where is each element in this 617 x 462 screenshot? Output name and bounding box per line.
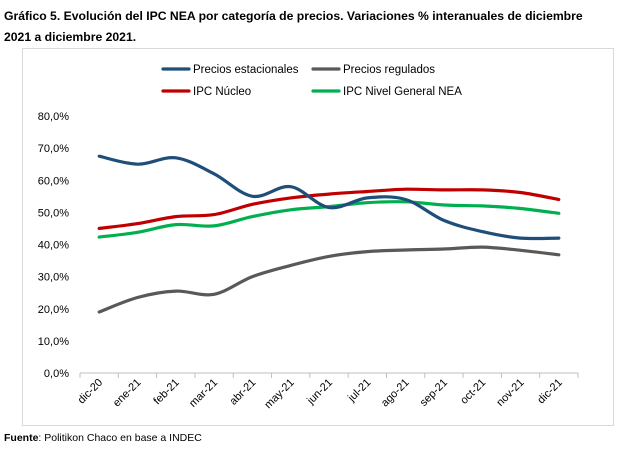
x-tick-label: sep-21: [418, 377, 450, 409]
x-tick-label: feb-21: [151, 377, 182, 408]
series-line-ipc-nucleo: [97, 187, 561, 230]
series-line-precios-regulados: [97, 245, 561, 314]
line-chart: 0,0% 10,0% 20,0% 30,0% 40,0% 50,0% 60,0% 70,0% 8…: [38, 64, 579, 411]
y-tick-label: 40,0%: [38, 240, 69, 252]
chart-area: 0,0% 10,0% 20,0% 30,0% 40,0% 50,0% 60,0% 70,0% 8…: [22, 48, 614, 426]
x-tick-label: oct-21: [458, 377, 488, 407]
y-tick-label: 20,0%: [38, 304, 69, 316]
y-tick-label: 0,0%: [44, 368, 69, 380]
x-tick-label: dic-21: [535, 377, 565, 407]
y-tick-label: 30,0%: [38, 272, 69, 284]
legend-label: Precios estacionales: [193, 64, 299, 76]
series-line-precios-estacionales: [97, 154, 561, 241]
y-tick-label: 70,0%: [38, 143, 69, 155]
legend-label: Precios regulados: [343, 64, 435, 76]
y-tick-label: 50,0%: [38, 207, 69, 219]
x-tick-label: jul-21: [345, 377, 373, 405]
y-tick-label: 80,0%: [38, 111, 69, 123]
y-tick-label: 60,0%: [38, 175, 69, 187]
y-tick-label: 10,0%: [38, 336, 69, 348]
x-tick-label: may-21: [262, 377, 296, 411]
source-label: Fuente: [4, 432, 39, 444]
legend-label: IPC Núcleo: [193, 86, 251, 98]
x-tick-label: mar-21: [187, 377, 220, 410]
x-tick-label: jun-21: [304, 377, 335, 408]
source-note: Fuente: Politikon Chaco en base a INDEC: [4, 432, 202, 444]
x-tick-label: nov-21: [494, 377, 526, 409]
x-tick-label: ago-21: [379, 377, 412, 410]
chart-title: Gráfico 5. Evolución del IPC NEA por cat…: [4, 9, 583, 44]
x-tick-label: dic-20: [76, 377, 106, 407]
x-tick-label: ene-21: [111, 377, 144, 410]
legend-label: IPC Nivel General NEA: [343, 86, 462, 98]
source-text: : Politikon Chaco en base a INDEC: [38, 432, 202, 444]
x-tick-label: abr-21: [228, 377, 259, 408]
